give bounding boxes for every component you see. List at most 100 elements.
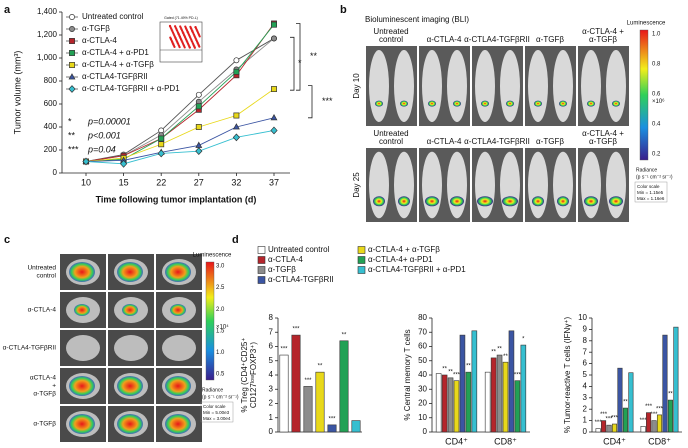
mouse bbox=[528, 151, 548, 219]
y-tick-label: 40 bbox=[418, 370, 427, 379]
color-scale: Min = 1.15e5 bbox=[637, 190, 664, 195]
bar bbox=[628, 372, 634, 433]
inset-dot bbox=[172, 43, 175, 46]
organ-signal bbox=[69, 262, 95, 282]
organ bbox=[162, 335, 196, 361]
y-tick-label: 5 bbox=[269, 356, 274, 365]
tumor-signal bbox=[450, 196, 464, 207]
panel-label: c bbox=[4, 234, 10, 246]
mouse bbox=[500, 50, 520, 122]
x-tick-label: 10 bbox=[81, 177, 91, 187]
y-tick-label: 70 bbox=[418, 327, 427, 336]
bar bbox=[459, 334, 466, 433]
column-label: control bbox=[379, 137, 403, 146]
inset-dot bbox=[185, 28, 188, 31]
marker bbox=[232, 133, 240, 142]
legend-label: α-CTLA4-TGFβRII + α-PD1 bbox=[368, 265, 466, 274]
marker bbox=[68, 73, 76, 80]
colorbar-tick: 0.2 bbox=[652, 152, 661, 158]
significance: ** bbox=[466, 364, 471, 370]
marker bbox=[158, 135, 165, 142]
y-tick-label: 1,200 bbox=[37, 30, 58, 39]
inset-dot bbox=[181, 40, 184, 44]
radiance: Radiance bbox=[202, 387, 223, 393]
marker bbox=[69, 62, 75, 68]
marker bbox=[69, 26, 75, 32]
inset-dot bbox=[186, 30, 189, 34]
tumor-signal bbox=[559, 100, 567, 107]
significance: *** bbox=[600, 412, 608, 418]
p-text: p=0.04 bbox=[87, 144, 116, 154]
tumor-signal bbox=[502, 196, 518, 207]
significance: ** bbox=[503, 354, 508, 360]
column-label: α-TGFβ bbox=[589, 137, 617, 146]
row-label: α-CTLA4-TGFβRII bbox=[3, 345, 57, 352]
inset-dot bbox=[174, 26, 177, 29]
legend-label: α-CTLA4-TGFβRII bbox=[268, 275, 334, 284]
legend-swatch bbox=[257, 276, 266, 284]
inset-dot bbox=[194, 26, 197, 29]
inset-dot bbox=[172, 32, 175, 36]
bar bbox=[673, 326, 679, 433]
legend-label: α-CTLA-4 + α-TGFβ bbox=[82, 60, 154, 69]
marker bbox=[68, 85, 76, 93]
y-tick-label: 1,000 bbox=[37, 53, 58, 62]
bar bbox=[327, 424, 337, 433]
mouse bbox=[475, 50, 495, 122]
inset-dot bbox=[175, 39, 178, 42]
y-axis-label: % Tumor-reactive T cells (IFNγ⁺) bbox=[563, 316, 572, 433]
panel-label: b bbox=[340, 4, 347, 16]
bar bbox=[339, 340, 349, 433]
colorbar-tick: 1.0 bbox=[652, 32, 661, 38]
organ-signal bbox=[117, 414, 143, 434]
mouse bbox=[422, 50, 442, 122]
x-axis-label: Time following tumor implantation (d) bbox=[96, 194, 257, 204]
inset-dot bbox=[190, 38, 193, 41]
bar bbox=[315, 371, 325, 433]
tumor-signal bbox=[425, 196, 439, 207]
colorbar-tick: 2.5 bbox=[216, 285, 225, 291]
mouse bbox=[475, 151, 495, 219]
mouse bbox=[369, 151, 389, 219]
inset-dot bbox=[193, 45, 196, 48]
inset-dot bbox=[176, 42, 179, 45]
significance: *** bbox=[640, 418, 648, 424]
marker bbox=[158, 141, 165, 148]
column-label: control bbox=[379, 35, 403, 44]
significance: ** bbox=[668, 392, 673, 398]
marker bbox=[233, 57, 240, 64]
significance: ** bbox=[491, 349, 496, 355]
bar bbox=[595, 428, 601, 433]
p-text: p=0.00001 bbox=[87, 116, 131, 126]
y-tick-label: 0 bbox=[423, 427, 428, 436]
y-tick-label: 0 bbox=[53, 168, 58, 177]
significance: ** bbox=[448, 369, 453, 375]
organ-signal bbox=[122, 304, 138, 316]
bar bbox=[646, 412, 652, 433]
colorbar-tick: 2.0 bbox=[216, 307, 225, 313]
p-text: p<0.001 bbox=[87, 130, 121, 140]
x-tick-label: CD8⁺ bbox=[648, 436, 671, 446]
inset-dot bbox=[193, 35, 196, 38]
inset-dot bbox=[171, 30, 174, 33]
significance: *** bbox=[595, 420, 603, 426]
significance: ** bbox=[342, 332, 347, 338]
color-scale: Color scale bbox=[637, 184, 660, 189]
row-label: Day 25 bbox=[352, 172, 361, 198]
y-tick-label: 7 bbox=[269, 327, 274, 336]
organ-signal bbox=[165, 262, 191, 282]
mouse bbox=[394, 151, 414, 219]
bar bbox=[508, 330, 515, 433]
legend-swatch bbox=[257, 256, 266, 264]
bar bbox=[351, 420, 361, 433]
p-stars: *** bbox=[68, 144, 79, 154]
inset-dot bbox=[183, 34, 186, 37]
mouse bbox=[553, 50, 573, 122]
y-tick-label: 9 bbox=[583, 325, 588, 334]
inset-dot bbox=[189, 36, 192, 39]
inset-dot bbox=[184, 37, 187, 40]
y-tick-label: 2 bbox=[269, 399, 274, 408]
organ bbox=[114, 335, 148, 361]
colorbar-tick: 0.6 bbox=[652, 92, 661, 98]
